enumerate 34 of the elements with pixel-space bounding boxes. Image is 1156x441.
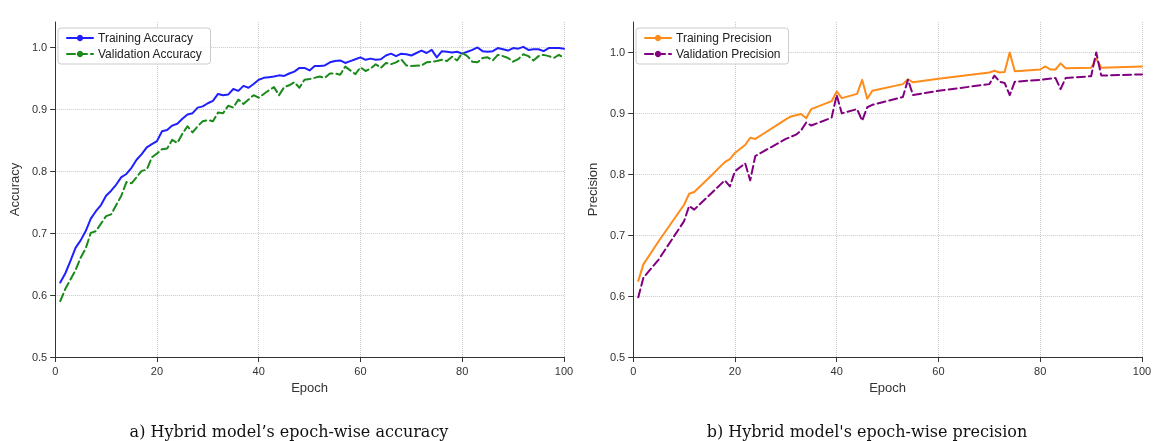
x-tick-label: 20 <box>150 364 164 377</box>
y-tick-label: 1.0 <box>609 46 626 59</box>
x-axis-title: Epoch <box>869 380 907 395</box>
x-tick-label: 80 <box>456 364 469 377</box>
x-tick-label: 100 <box>1132 364 1152 377</box>
y-tick-label: 0.8 <box>609 168 626 181</box>
x-tick-label: 60 <box>354 364 367 377</box>
x-tick-label: 60 <box>932 364 945 377</box>
y-axis-title: Accuracy <box>7 162 22 217</box>
y-tick-label: 0.6 <box>609 290 626 303</box>
y-tick-label: 1.0 <box>31 40 48 53</box>
legend-label: Training Precision <box>676 31 772 45</box>
y-tick-label: 0.7 <box>609 229 626 242</box>
x-tick-label: 100 <box>554 364 574 377</box>
x-tick-label: 20 <box>728 364 742 377</box>
x-tick-label: 80 <box>1034 364 1047 377</box>
y-tick-label: 0.5 <box>609 351 626 363</box>
x-tick-label: 40 <box>830 364 843 377</box>
y-tick-label: 0.7 <box>31 226 48 239</box>
y-axis-title: Precision <box>585 162 600 217</box>
x-tick-label: 0 <box>52 364 59 377</box>
x-tick-label: 0 <box>630 364 637 377</box>
text: b) Hybrid model's epoch-wise precision <box>706 421 1028 441</box>
y-tick-label: 0.9 <box>31 102 48 115</box>
text: a) Hybrid model’s epoch-wise accuracy <box>129 421 449 441</box>
y-tick-label: 0.5 <box>31 351 48 363</box>
y-tick-label: 0.6 <box>31 288 48 301</box>
x-tick-label: 40 <box>252 364 265 377</box>
y-tick-label: 0.9 <box>609 107 626 120</box>
x-axis-title: Epoch <box>291 380 329 395</box>
legend-label: Validation Precision <box>676 47 781 61</box>
legend-label: Training Accuracy <box>98 31 193 45</box>
y-tick-label: 0.8 <box>31 164 48 177</box>
legend-label: Validation Accuracy <box>98 47 202 61</box>
